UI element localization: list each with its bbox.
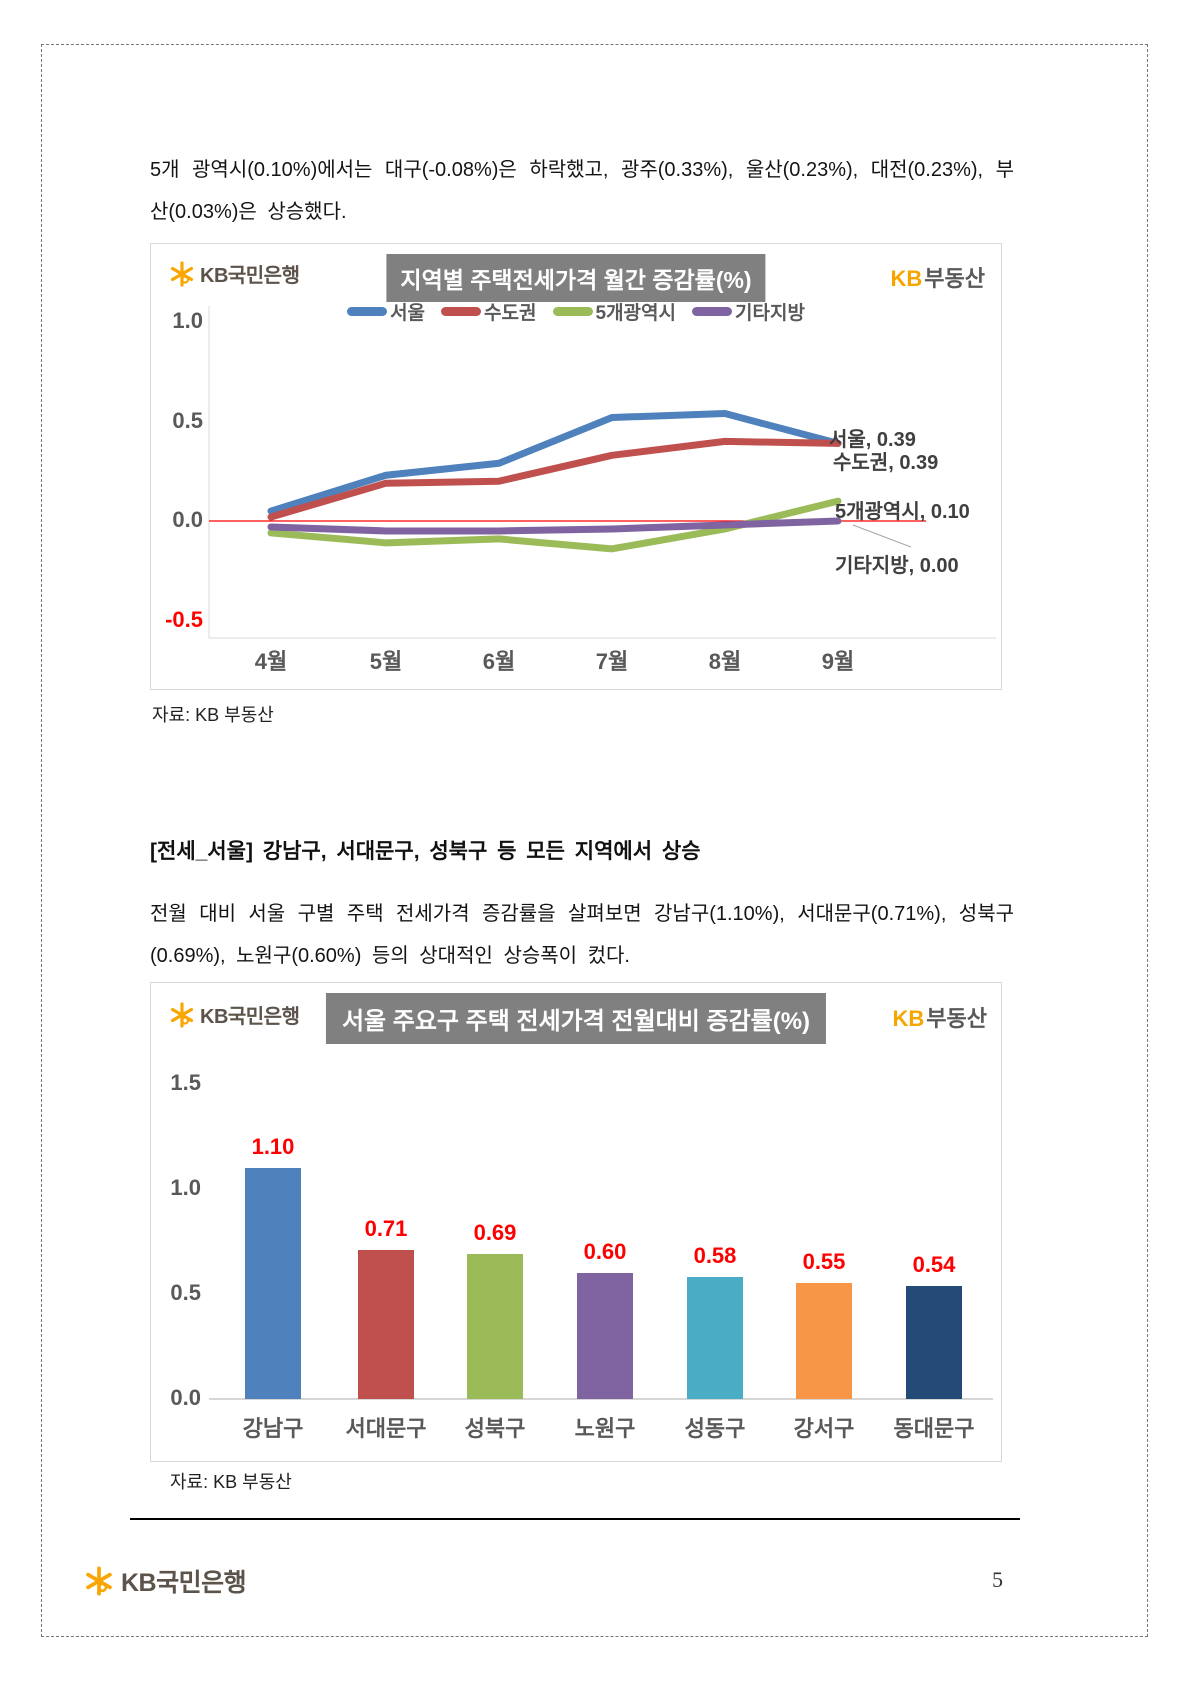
line-chart-title: 지역별 주택전세가격 월간 증감률(%) xyxy=(386,254,766,302)
bar-chart-panel: KB국민은행 서울 주요구 주택 전세가격 전월대비 증감률(%) KB부동산 … xyxy=(150,982,1002,1462)
bar-value-label: 1.10 xyxy=(251,1134,295,1159)
footer-divider xyxy=(130,1518,1020,1520)
kb-star-icon xyxy=(170,1001,194,1028)
source-note-bar-chart: 자료: KB 부동산 xyxy=(170,1472,292,1492)
bar-성북구 xyxy=(467,1254,523,1399)
x-tick-label: 4월 xyxy=(254,649,288,674)
series-end-label: 5개광역시, 0.10 xyxy=(835,501,970,523)
bar-value-label: 0.69 xyxy=(473,1220,517,1245)
body-paragraph: 전월 대비 서울 구별 주택 전세가격 증감률을 살펴보면 강남구(1.10%)… xyxy=(150,903,1014,967)
series-end-label: 기타지방, 0.00 xyxy=(835,555,959,577)
section-heading: [전세_서울] 강남구, 서대문구, 성북구 등 모든 지역에서 상승 xyxy=(150,840,701,863)
bar-value-label: 0.60 xyxy=(583,1239,627,1264)
line-series-서울 xyxy=(267,410,842,515)
bar-category-label: 동대문구 xyxy=(893,1416,975,1441)
page-border xyxy=(41,44,1148,1637)
bar-chart-title: 서울 주요구 주택 전세가격 전월대비 증감률(%) xyxy=(325,993,827,1044)
legend-marker xyxy=(347,307,388,316)
line-chart-plot xyxy=(208,306,996,639)
kb-realty-kb-text: KB xyxy=(890,266,923,291)
kb-star-icon xyxy=(170,260,194,287)
bar-category-label: 강서구 xyxy=(793,1416,855,1441)
y-tick-label: 1.5 xyxy=(170,1070,201,1095)
legend-label: 서울 xyxy=(390,303,426,324)
bar-chart-plot xyxy=(209,1398,993,1400)
kb-realty-logo: KB부동산 xyxy=(890,261,985,293)
label-leader-line xyxy=(852,524,912,548)
footer-kb-bank-logo: KB국민은행 xyxy=(84,1563,247,1599)
bar-category-label: 서대문구 xyxy=(345,1416,427,1441)
bar-강서구 xyxy=(796,1283,852,1399)
line-series-수도권 xyxy=(267,437,842,521)
intro-paragraph: 5개 광역시(0.10%)에서는 대구(-0.08%)은 하락했고, 광주(0.… xyxy=(150,159,1014,223)
bar-category-label: 노원구 xyxy=(574,1416,636,1441)
legend-label: 5개광역시 xyxy=(595,303,677,324)
legend-item: 기타지방 xyxy=(692,298,805,325)
y-tick-label: -0.5 xyxy=(165,606,203,632)
x-tick-label: 6월 xyxy=(482,649,516,674)
bar-성동구 xyxy=(687,1277,743,1399)
kb-realty-logo: KB부동산 xyxy=(892,1001,987,1033)
footer-kb-bank-logo-text: KB국민은행 xyxy=(121,1569,247,1597)
y-tick-label: 0.0 xyxy=(172,507,203,532)
kb-realty-name-text: 부동산 xyxy=(926,1006,987,1031)
y-tick-label: 1.0 xyxy=(172,308,203,333)
bar-노원구 xyxy=(577,1273,633,1399)
bar-value-label: 0.71 xyxy=(364,1216,408,1241)
bar-category-label: 강남구 xyxy=(242,1416,304,1441)
series-end-label: 서울, 0.39 xyxy=(829,429,916,451)
legend-marker xyxy=(552,307,593,316)
legend-label: 수도권 xyxy=(484,303,537,324)
source-note-line-chart: 자료: KB 부동산 xyxy=(152,705,274,725)
kb-bank-logo-text: KB국민은행 xyxy=(200,1006,300,1028)
kb-bank-logo-text: KB국민은행 xyxy=(200,265,300,287)
legend-label: 기타지방 xyxy=(735,303,805,324)
bar-value-label: 0.55 xyxy=(802,1249,846,1274)
bar-강남구 xyxy=(245,1168,301,1399)
y-tick-label: 0.5 xyxy=(172,407,203,433)
x-tick-label: 8월 xyxy=(708,649,742,674)
x-tick-label: 7월 xyxy=(595,649,629,674)
kb-realty-name-text: 부동산 xyxy=(924,266,985,291)
legend-marker xyxy=(441,307,482,316)
bar-category-label: 성동구 xyxy=(684,1416,746,1441)
legend-item: 5개광역시 xyxy=(552,298,677,325)
kb-star-icon xyxy=(86,1566,112,1596)
bar-value-label: 0.54 xyxy=(912,1252,956,1277)
line-series-기타지방 xyxy=(267,517,842,535)
x-tick-label: 5월 xyxy=(369,649,403,674)
bar-value-label: 0.58 xyxy=(693,1243,737,1268)
legend-marker xyxy=(692,307,732,316)
bar-동대문구 xyxy=(906,1286,962,1399)
y-tick-label: 0.5 xyxy=(170,1280,201,1305)
line-chart-panel: KB국민은행 지역별 주택전세가격 월간 증감률(%) KB부동산 서울 수도권 5… xyxy=(150,243,1002,690)
bar-category-label: 성북구 xyxy=(464,1416,526,1441)
y-tick-label: 1.0 xyxy=(170,1175,201,1200)
line-chart-legend: 서울 수도권 5개광역시 기타지방 xyxy=(151,298,1001,325)
series-end-label: 수도권, 0.39 xyxy=(833,452,939,474)
kb-realty-kb-text: KB xyxy=(892,1006,925,1031)
kb-bank-logo: KB국민은행 xyxy=(169,259,300,288)
legend-item: 서울 xyxy=(347,298,425,325)
x-tick-label: 9월 xyxy=(821,649,855,674)
page-number: 5 xyxy=(992,1567,1003,1592)
kb-bank-logo: KB국민은행 xyxy=(169,1000,300,1029)
y-tick-label: 0.0 xyxy=(170,1385,201,1410)
legend-item: 수도권 xyxy=(441,298,537,325)
bar-서대문구 xyxy=(358,1250,414,1399)
